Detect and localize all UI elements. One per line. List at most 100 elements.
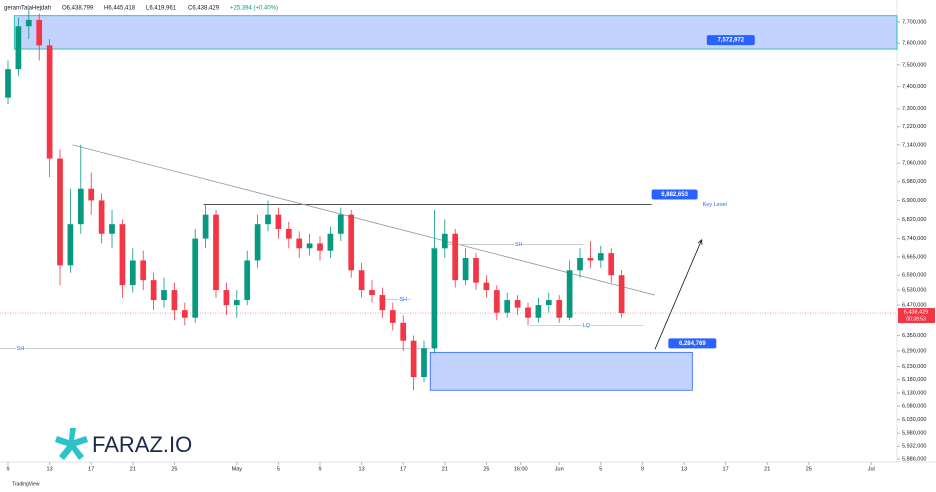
countdown: 00:39:53	[906, 316, 926, 322]
candle-body	[140, 260, 147, 281]
candle-body	[233, 300, 240, 306]
level-label: SH	[17, 346, 25, 352]
x-tick-label: 13	[681, 466, 687, 472]
y-tick-label: 5,886,000	[902, 456, 926, 462]
x-tick-label: 16:00	[514, 466, 528, 472]
candle-body	[473, 258, 479, 283]
candle-body	[379, 295, 386, 311]
candle-body	[181, 310, 188, 318]
zone-label: 7,572,972	[717, 38, 744, 44]
x-tick-label: 17	[723, 466, 729, 472]
x-tick-label: Jul	[868, 466, 875, 472]
x-tick-label: 17	[88, 466, 94, 472]
candle-body	[358, 270, 365, 291]
source: TradingView	[12, 481, 40, 487]
x-tick-label: 9	[641, 466, 644, 472]
candle-body	[535, 305, 542, 318]
candle-body	[306, 243, 313, 249]
candle-body	[57, 158, 63, 266]
key-level-label-box	[651, 189, 698, 200]
candle-body	[265, 214, 271, 225]
candle-body	[493, 290, 500, 313]
x-tick-label: 17	[400, 466, 406, 472]
y-tick-label: 6,030,000	[902, 417, 926, 423]
y-tick-label: 6,230,000	[902, 364, 926, 370]
last-price-box	[898, 308, 935, 324]
y-tick-label: 5,980,000	[902, 431, 926, 437]
x-tick-label: 5	[599, 466, 602, 472]
ohlc-open: O6,438,799	[62, 6, 94, 12]
y-tick-label: 7,140,000	[902, 142, 926, 148]
candle-body	[587, 258, 594, 261]
change: +25,394 (+0.40%)	[230, 6, 278, 12]
candle-body	[5, 69, 11, 98]
x-tick-label: 9	[318, 466, 321, 472]
candle-body	[296, 238, 303, 249]
y-tick-label: 6,740,000	[902, 236, 926, 242]
zone	[13, 15, 898, 50]
zone	[429, 351, 693, 391]
candle-body	[15, 26, 22, 70]
candle-body	[525, 307, 531, 318]
x-tick-label: 25	[171, 466, 177, 472]
zone-label: 6,284,769	[679, 341, 706, 347]
y-tick-label: 7,220,000	[902, 124, 926, 130]
arrow-line	[654, 239, 703, 350]
candle-body	[577, 258, 583, 271]
last-price-label: 6,438,429	[904, 310, 928, 316]
candle-body	[109, 224, 115, 234]
arrow-head	[697, 238, 703, 245]
level-label: SH	[515, 242, 523, 248]
y-tick-label: 7,600,000	[902, 41, 926, 47]
candle-body	[129, 260, 136, 286]
brand-logo: FARAZ.IO TradingView	[12, 428, 192, 487]
x-tick-label: 13	[359, 466, 365, 472]
candle-body	[119, 224, 126, 286]
candle-body	[348, 214, 355, 271]
candle-body	[244, 260, 251, 301]
candle-body	[618, 275, 625, 314]
candle-body	[46, 45, 53, 159]
candle-body	[452, 233, 459, 281]
y-tick-label: 6,900,000	[902, 198, 926, 204]
y-tick-label: 6,530,000	[902, 288, 926, 294]
ohlc-close: C6,438,429	[188, 6, 220, 12]
candle-body	[150, 280, 157, 301]
y-tick-label: 7,060,000	[902, 161, 926, 167]
candle-body	[608, 253, 615, 276]
candle-body	[556, 300, 563, 318]
logo-icon	[55, 428, 88, 460]
candle-body	[161, 290, 167, 301]
candle-body	[192, 238, 199, 318]
level-label: LQ	[583, 323, 591, 329]
candle-body	[514, 300, 521, 308]
zone-label-box	[706, 35, 755, 46]
candle-body	[597, 253, 604, 261]
trendline	[72, 144, 655, 296]
candle-body	[98, 200, 105, 234]
candle-body	[566, 270, 573, 318]
candle-body	[36, 19, 43, 46]
candle-body	[431, 248, 438, 349]
y-tick-label: 6,130,000	[902, 390, 926, 396]
x-tick-label: 21	[130, 466, 136, 472]
y-tick-label: 6,180,000	[902, 377, 926, 383]
candle-body	[77, 188, 84, 225]
x-tick-label: 5	[277, 466, 280, 472]
y-tick-label: 6,290,000	[902, 348, 926, 354]
ohlc-low: L6,419,961	[146, 6, 177, 12]
header: geramTalaHejdah O6,438,799 H6,445,418 L6…	[4, 6, 278, 12]
x-tick-label: Jun	[555, 466, 564, 472]
y-tick-label: 6,980,000	[902, 179, 926, 185]
level-label: SH	[399, 297, 407, 303]
symbol: geramTalaHejdah	[4, 6, 51, 12]
candle-body	[327, 233, 334, 251]
y-tick-label: 6,820,000	[902, 217, 926, 223]
y-tick-label: 7,300,000	[902, 106, 926, 112]
key-level-name: Key Level	[703, 202, 727, 208]
x-tick-label: 9	[6, 466, 9, 472]
candle-body	[25, 19, 32, 27]
candle-body	[88, 188, 95, 201]
candle-body	[483, 282, 490, 291]
